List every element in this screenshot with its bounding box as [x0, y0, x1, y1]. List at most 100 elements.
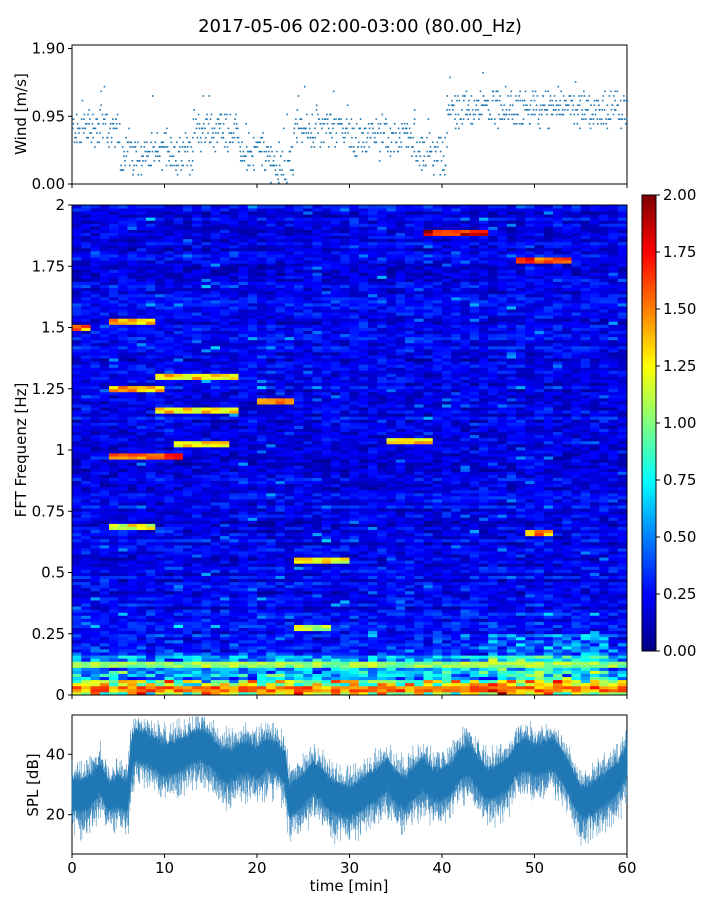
spectrogram-cell	[72, 658, 82, 662]
spectrogram-cell	[386, 685, 397, 690]
spectrogram-cell	[155, 535, 165, 540]
spectrogram-cell	[127, 514, 138, 518]
spectrogram-cell	[201, 517, 212, 521]
spectrogram-cell	[525, 639, 535, 644]
spectrogram-cell	[266, 563, 276, 567]
spectrogram-cell	[284, 505, 295, 509]
spectrogram-cell	[608, 664, 619, 668]
spectrogram-cell	[229, 627, 239, 632]
spectrogram-cell	[136, 569, 147, 573]
wind-point	[584, 109, 587, 111]
spectrogram-cell	[377, 557, 387, 561]
spectrogram-cell	[136, 691, 147, 696]
wind-point	[234, 118, 236, 120]
spectrogram-cell	[479, 658, 489, 662]
wind-point	[488, 118, 490, 120]
wind-point	[421, 136, 423, 139]
spectrogram-cell	[99, 636, 110, 641]
spectrogram-cell	[90, 575, 101, 580]
spectrogram-cell	[90, 538, 101, 543]
wind-point	[359, 118, 362, 120]
wind-point	[555, 109, 557, 111]
wind-point	[605, 118, 607, 120]
spectrogram-cell	[99, 535, 110, 540]
spectrogram-cell	[340, 593, 350, 598]
y-tick-label: 0.00	[32, 175, 65, 193]
spectrogram-cell	[377, 652, 387, 656]
spectrogram-cell	[220, 636, 230, 641]
spectrogram-cell	[201, 526, 212, 531]
spectrogram-cell	[377, 584, 387, 589]
wind-point	[505, 113, 508, 116]
wind-point	[143, 141, 146, 144]
spectrogram-cell	[340, 655, 350, 659]
spectrogram-cell	[238, 633, 249, 638]
spectrogram-cell	[617, 514, 628, 518]
spectrogram-cell	[534, 670, 545, 674]
spectrogram-cell	[442, 658, 452, 662]
wind-point	[309, 127, 311, 130]
spectrogram-cell	[331, 520, 341, 524]
spectrogram-cell	[368, 578, 378, 583]
spectrogram-cell	[238, 511, 249, 515]
spectrogram-cell	[72, 517, 82, 521]
spectrogram-cell	[414, 541, 424, 546]
spectrogram-cell	[238, 520, 249, 524]
spectrogram-cell	[608, 624, 619, 629]
spectrogram-cell	[312, 563, 323, 567]
spectrogram-cell	[294, 667, 304, 671]
wind-point	[407, 136, 410, 139]
spectrogram-cell	[155, 646, 165, 650]
wind-point	[73, 141, 76, 144]
wind-point	[126, 141, 129, 144]
spectrogram-cell	[275, 603, 286, 607]
spectrogram-cell	[469, 517, 480, 521]
spectrogram-cell	[146, 581, 156, 586]
spectrogram-cell	[331, 612, 341, 616]
spectrogram-cell	[571, 664, 582, 668]
spectrogram-cell	[571, 538, 582, 543]
spectrogram-cell	[72, 603, 82, 607]
spectrogram-cell	[386, 649, 397, 653]
spectrogram-cell	[312, 682, 323, 687]
spectrogram-cell	[534, 538, 545, 543]
wind-point	[190, 146, 193, 148]
spectrogram-cell	[553, 495, 563, 500]
spectrogram-cell	[275, 624, 286, 629]
spectrogram-cell	[358, 636, 369, 641]
spectrogram-cell	[608, 661, 619, 665]
wind-point	[578, 95, 580, 97]
spectrogram-cell	[571, 557, 582, 561]
wind-point	[473, 99, 476, 102]
spectrogram-cell	[247, 685, 258, 690]
spectrogram-cell	[590, 642, 600, 647]
spectrogram-cell	[229, 514, 239, 518]
spectrogram-cell	[469, 612, 480, 616]
spectrogram-cell	[229, 508, 239, 512]
spectrogram-cell	[303, 682, 313, 687]
spectrogram-cell	[442, 670, 452, 674]
spectrogram-cell	[395, 554, 406, 558]
spectrogram-cell	[164, 639, 175, 644]
wind-point	[340, 118, 342, 120]
wind-point	[607, 118, 610, 120]
spectrogram-cell	[534, 593, 545, 598]
spectrogram-cell	[368, 566, 378, 570]
spectrogram-cell	[506, 655, 517, 659]
spectrogram-cell	[562, 691, 572, 696]
spectrogram-cell	[257, 655, 267, 659]
spectrogram-cell	[460, 661, 471, 665]
spectrogram-cell	[294, 492, 304, 497]
wind-point	[427, 155, 429, 157]
spectrogram-cell	[553, 652, 563, 656]
spectrogram-cell	[543, 499, 554, 503]
spectrogram-cell	[229, 642, 239, 647]
spectrogram-cell	[617, 532, 628, 537]
spectrogram-cell	[451, 499, 461, 503]
wind-point	[128, 127, 130, 130]
spectrogram-cell	[210, 548, 221, 552]
spectrogram-cell	[562, 541, 572, 546]
wind-point	[474, 113, 477, 116]
spectrogram-cell	[136, 600, 147, 604]
spectrogram-cell	[423, 529, 434, 534]
